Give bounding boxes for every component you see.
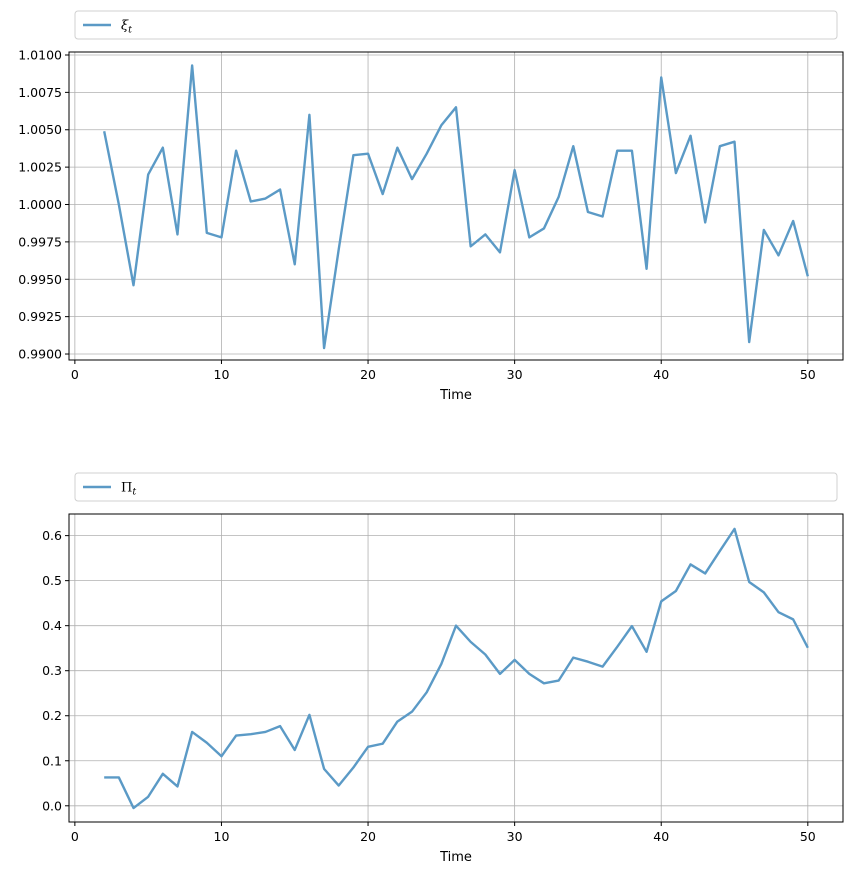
chart-2: 0 10 20 30 40 50 0.0 0.1 0.2 0.3 0.4 0.5 0.6 Time Πt [42,472,844,865]
y-tick-label: 1.0000 [18,197,62,212]
chart-1: 0 10 20 30 40 50 0.9900 0.9925 0.9950 0.9975 1.000… [18,10,844,403]
y-tick-label: 0.5 [42,573,62,588]
legend-box [74,472,838,502]
series-line [103,64,809,350]
legend-label: ξt [121,19,132,36]
x-tick-label: 10 [214,367,230,382]
x-axis-label: Time [439,850,472,865]
y-tick-label: 0.9975 [18,234,62,249]
x-tick-label: 30 [507,829,523,844]
legend-symbol: Π [121,481,132,496]
legend-subscript: t [128,25,132,36]
legend-box [74,10,838,40]
y-tick-label: 0.9950 [18,272,62,287]
x-tick-label: 40 [653,829,669,844]
legend-symbol: ξ [121,19,129,34]
legend: Πt [74,472,838,502]
axes-frame [68,513,844,823]
x-tick-label: 0 [71,829,79,844]
x-axis-label: Time [439,388,472,403]
y-tick-label: 0.6 [42,528,62,543]
legend: ξt [74,10,838,40]
y-tick-label: 0.1 [42,753,62,768]
legend-subscript: t [132,487,136,498]
y-tick-label: 0.4 [42,618,62,633]
y-tick-label: 1.0100 [18,47,62,62]
x-tick-label: 20 [360,829,376,844]
series-line [104,527,809,810]
y-tick-label: 1.0025 [18,160,62,175]
x-tick-label: 10 [214,829,230,844]
y-tick-label: 0.9925 [18,309,62,324]
y-tick-label: 1.0075 [18,85,62,100]
y-tick-label: 0.0 [42,798,62,813]
x-tick-label: 50 [800,367,816,382]
x-tick-label: 40 [653,367,669,382]
y-tick-label: 1.0050 [18,122,62,137]
y-tick-label: 0.9900 [18,347,62,362]
x-tick-label: 30 [507,367,523,382]
y-tick-label: 0.3 [42,663,62,678]
x-tick-label: 50 [800,829,816,844]
x-tick-label: 20 [360,367,376,382]
x-tick-label: 0 [71,367,79,382]
axes-frame [68,51,844,361]
legend-label: Πt [121,481,136,498]
y-tick-label: 0.2 [42,708,62,723]
